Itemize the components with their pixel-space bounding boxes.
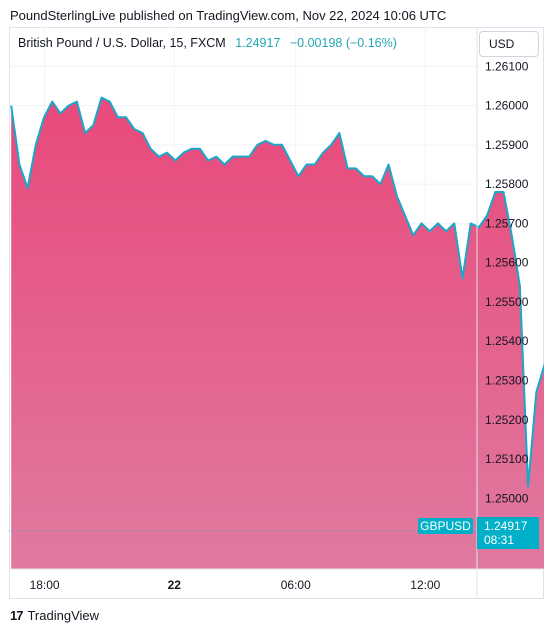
time-tick-label: 18:00 [30,578,60,592]
tradingview-branding[interactable]: 17 TradingView [10,608,99,623]
symbol-legend: British Pound / U.S. Dollar, 15, FXCM 1.… [18,36,397,50]
tradingview-logo-icon: 17 [10,608,24,623]
time-tick-label: 22 [168,578,182,592]
last-price-badge-value: 1.24917 [484,519,528,533]
price-tick-label: 1.25300 [485,373,529,387]
ticker-label: GBPUSD [420,519,471,533]
symbol-title: British Pound / U.S. Dollar, 15, FXCM [18,36,226,50]
price-tick-label: 1.25800 [485,177,529,191]
price-tick-label: 1.25200 [485,413,529,427]
price-axis[interactable]: 1.26100 1.26000 1.25900 1.25800 1.25700 1.256… [485,59,529,505]
price-tick-label: 1.25100 [485,452,529,466]
price-tick-label: 1.26100 [485,59,529,73]
time-tick-label: 06:00 [281,578,311,592]
price-area-fill [11,97,544,569]
price-change: −0.00198 (−0.16%) [289,36,397,50]
bar-countdown: 08:31 [484,533,515,547]
price-line [10,96,544,488]
price-tick-label: 1.25400 [485,334,529,348]
currency-button[interactable]: USD [479,31,539,57]
publisher-caption: PoundSterlingLive published on TradingVi… [10,8,447,23]
chart-area[interactable]: 1.26100 1.26000 1.25900 1.25800 1.25700 1.256… [9,27,544,599]
price-tick-label: 1.25500 [485,295,529,309]
price-tick-label: 1.25900 [485,138,529,152]
time-axis[interactable]: 18:00 22 06:00 12:00 [30,578,441,592]
price-tick-label: 1.25700 [485,216,529,230]
price-tick-label: 1.25600 [485,256,529,270]
brand-name: TradingView [27,608,100,623]
chart-frame [9,27,544,599]
last-price-value: 1.24917 [235,36,281,50]
time-tick-label: 12:00 [410,578,440,592]
last-price-badge: 1.24917 08:31 [477,517,539,549]
price-tick-label: 1.25000 [485,491,529,505]
price-tick-label: 1.26000 [485,99,529,113]
ticker-badge: GBPUSD [418,518,473,534]
